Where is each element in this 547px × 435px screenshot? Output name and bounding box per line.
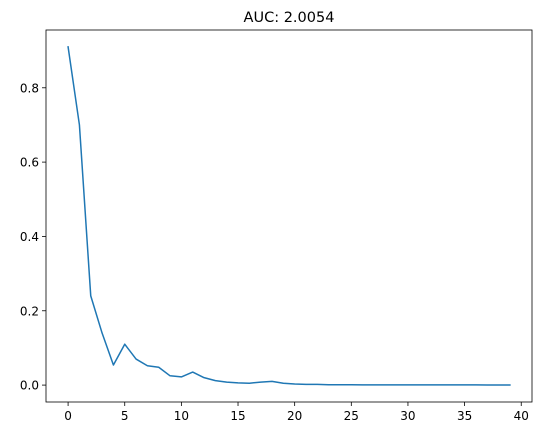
- series-layer: [67, 46, 511, 386]
- y-tick-label: 0.8: [20, 81, 39, 95]
- x-tick-label: 15: [230, 409, 245, 423]
- x-tick-label: 25: [344, 409, 359, 423]
- y-tick-label: 0.0: [20, 379, 39, 393]
- x-tick-label: 35: [457, 409, 472, 423]
- series-line: [67, 46, 511, 386]
- y-tick-label: 0.6: [20, 156, 39, 170]
- x-tick-label: 5: [121, 409, 129, 423]
- chart-title: AUC: 2.0054: [244, 10, 335, 26]
- x-tick-label: 30: [400, 409, 415, 423]
- plot-frame: [45, 29, 533, 403]
- ticks-layer: 0 5 10 15 20 25 30 35 40 0.0 0.2 0.4 0.6 0.8: [20, 81, 529, 423]
- x-tick-label: 20: [287, 409, 302, 423]
- y-tick-label: 0.4: [20, 230, 39, 244]
- y-tick-label: 0.2: [20, 304, 39, 318]
- x-tick-label: 10: [174, 409, 189, 423]
- x-tick-label: 0: [64, 409, 72, 423]
- x-tick-label: 40: [514, 409, 529, 423]
